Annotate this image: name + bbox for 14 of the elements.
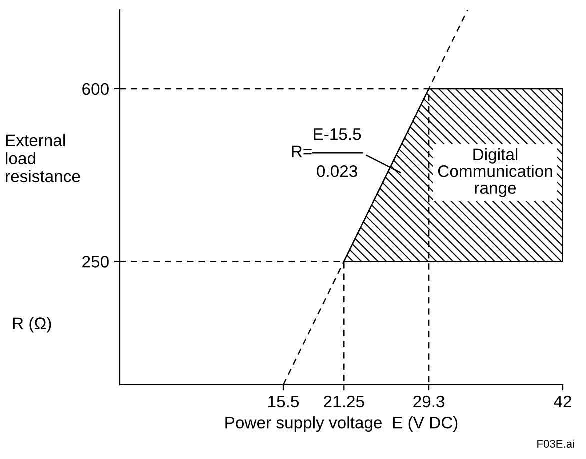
annotation: Digital Communication range [438,148,552,198]
x-axis-title: Power supply voltage E (V DC) [226,416,458,432]
x-tick-label: 29.3 [414,396,445,408]
y-axis-title: External load resistance [6,134,80,182]
annotation: E-15.5 [314,128,362,140]
annotation: R= [292,146,312,158]
y-tick-label: 600 [82,83,109,96]
y-tick-label: 250 [82,256,109,268]
annotation: 0.023 [317,166,358,178]
x-tick-label: 42 [554,396,572,408]
x-tick-label: 15.5 [268,396,300,408]
text: F03E.ai [538,440,574,448]
x-tick-label: 21.25 [324,396,364,408]
text: R (Ω) [13,317,52,333]
